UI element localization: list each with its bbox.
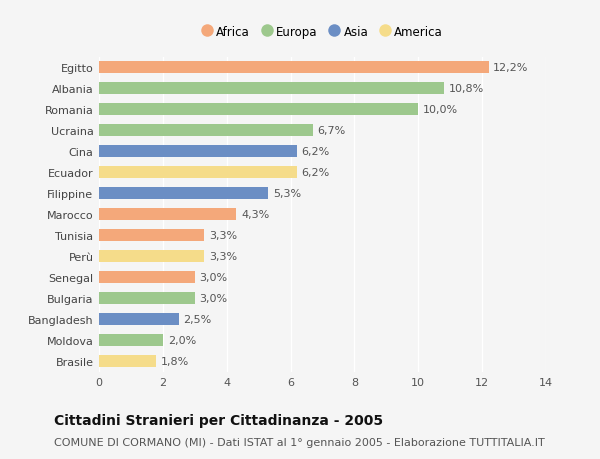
Text: 3,3%: 3,3% xyxy=(209,252,237,262)
Text: 6,7%: 6,7% xyxy=(318,126,346,136)
Text: 4,3%: 4,3% xyxy=(241,210,269,219)
Text: 10,8%: 10,8% xyxy=(449,84,484,94)
Bar xyxy=(99,167,297,179)
Bar xyxy=(99,251,205,262)
Text: 2,5%: 2,5% xyxy=(184,314,212,325)
Legend: Africa, Europa, Asia, America: Africa, Europa, Asia, America xyxy=(202,26,443,39)
Text: 12,2%: 12,2% xyxy=(493,63,529,73)
Bar xyxy=(99,104,418,116)
Text: COMUNE DI CORMANO (MI) - Dati ISTAT al 1° gennaio 2005 - Elaborazione TUTTITALIA: COMUNE DI CORMANO (MI) - Dati ISTAT al 1… xyxy=(54,437,545,447)
Bar xyxy=(99,83,444,95)
Bar xyxy=(99,335,163,346)
Text: 2,0%: 2,0% xyxy=(167,336,196,345)
Text: 3,0%: 3,0% xyxy=(200,293,228,303)
Bar xyxy=(99,62,488,73)
Bar xyxy=(99,209,236,220)
Bar xyxy=(99,272,195,283)
Text: 6,2%: 6,2% xyxy=(302,147,330,157)
Bar xyxy=(99,230,205,241)
Text: Cittadini Stranieri per Cittadinanza - 2005: Cittadini Stranieri per Cittadinanza - 2… xyxy=(54,414,383,428)
Text: 6,2%: 6,2% xyxy=(302,168,330,178)
Bar xyxy=(99,356,157,367)
Bar xyxy=(99,293,195,304)
Bar xyxy=(99,188,268,199)
Text: 3,3%: 3,3% xyxy=(209,230,237,241)
Bar xyxy=(99,146,297,157)
Text: 10,0%: 10,0% xyxy=(423,105,458,115)
Text: 1,8%: 1,8% xyxy=(161,356,190,366)
Text: 3,0%: 3,0% xyxy=(200,273,228,282)
Bar xyxy=(99,125,313,136)
Text: 5,3%: 5,3% xyxy=(273,189,301,199)
Bar xyxy=(99,313,179,325)
